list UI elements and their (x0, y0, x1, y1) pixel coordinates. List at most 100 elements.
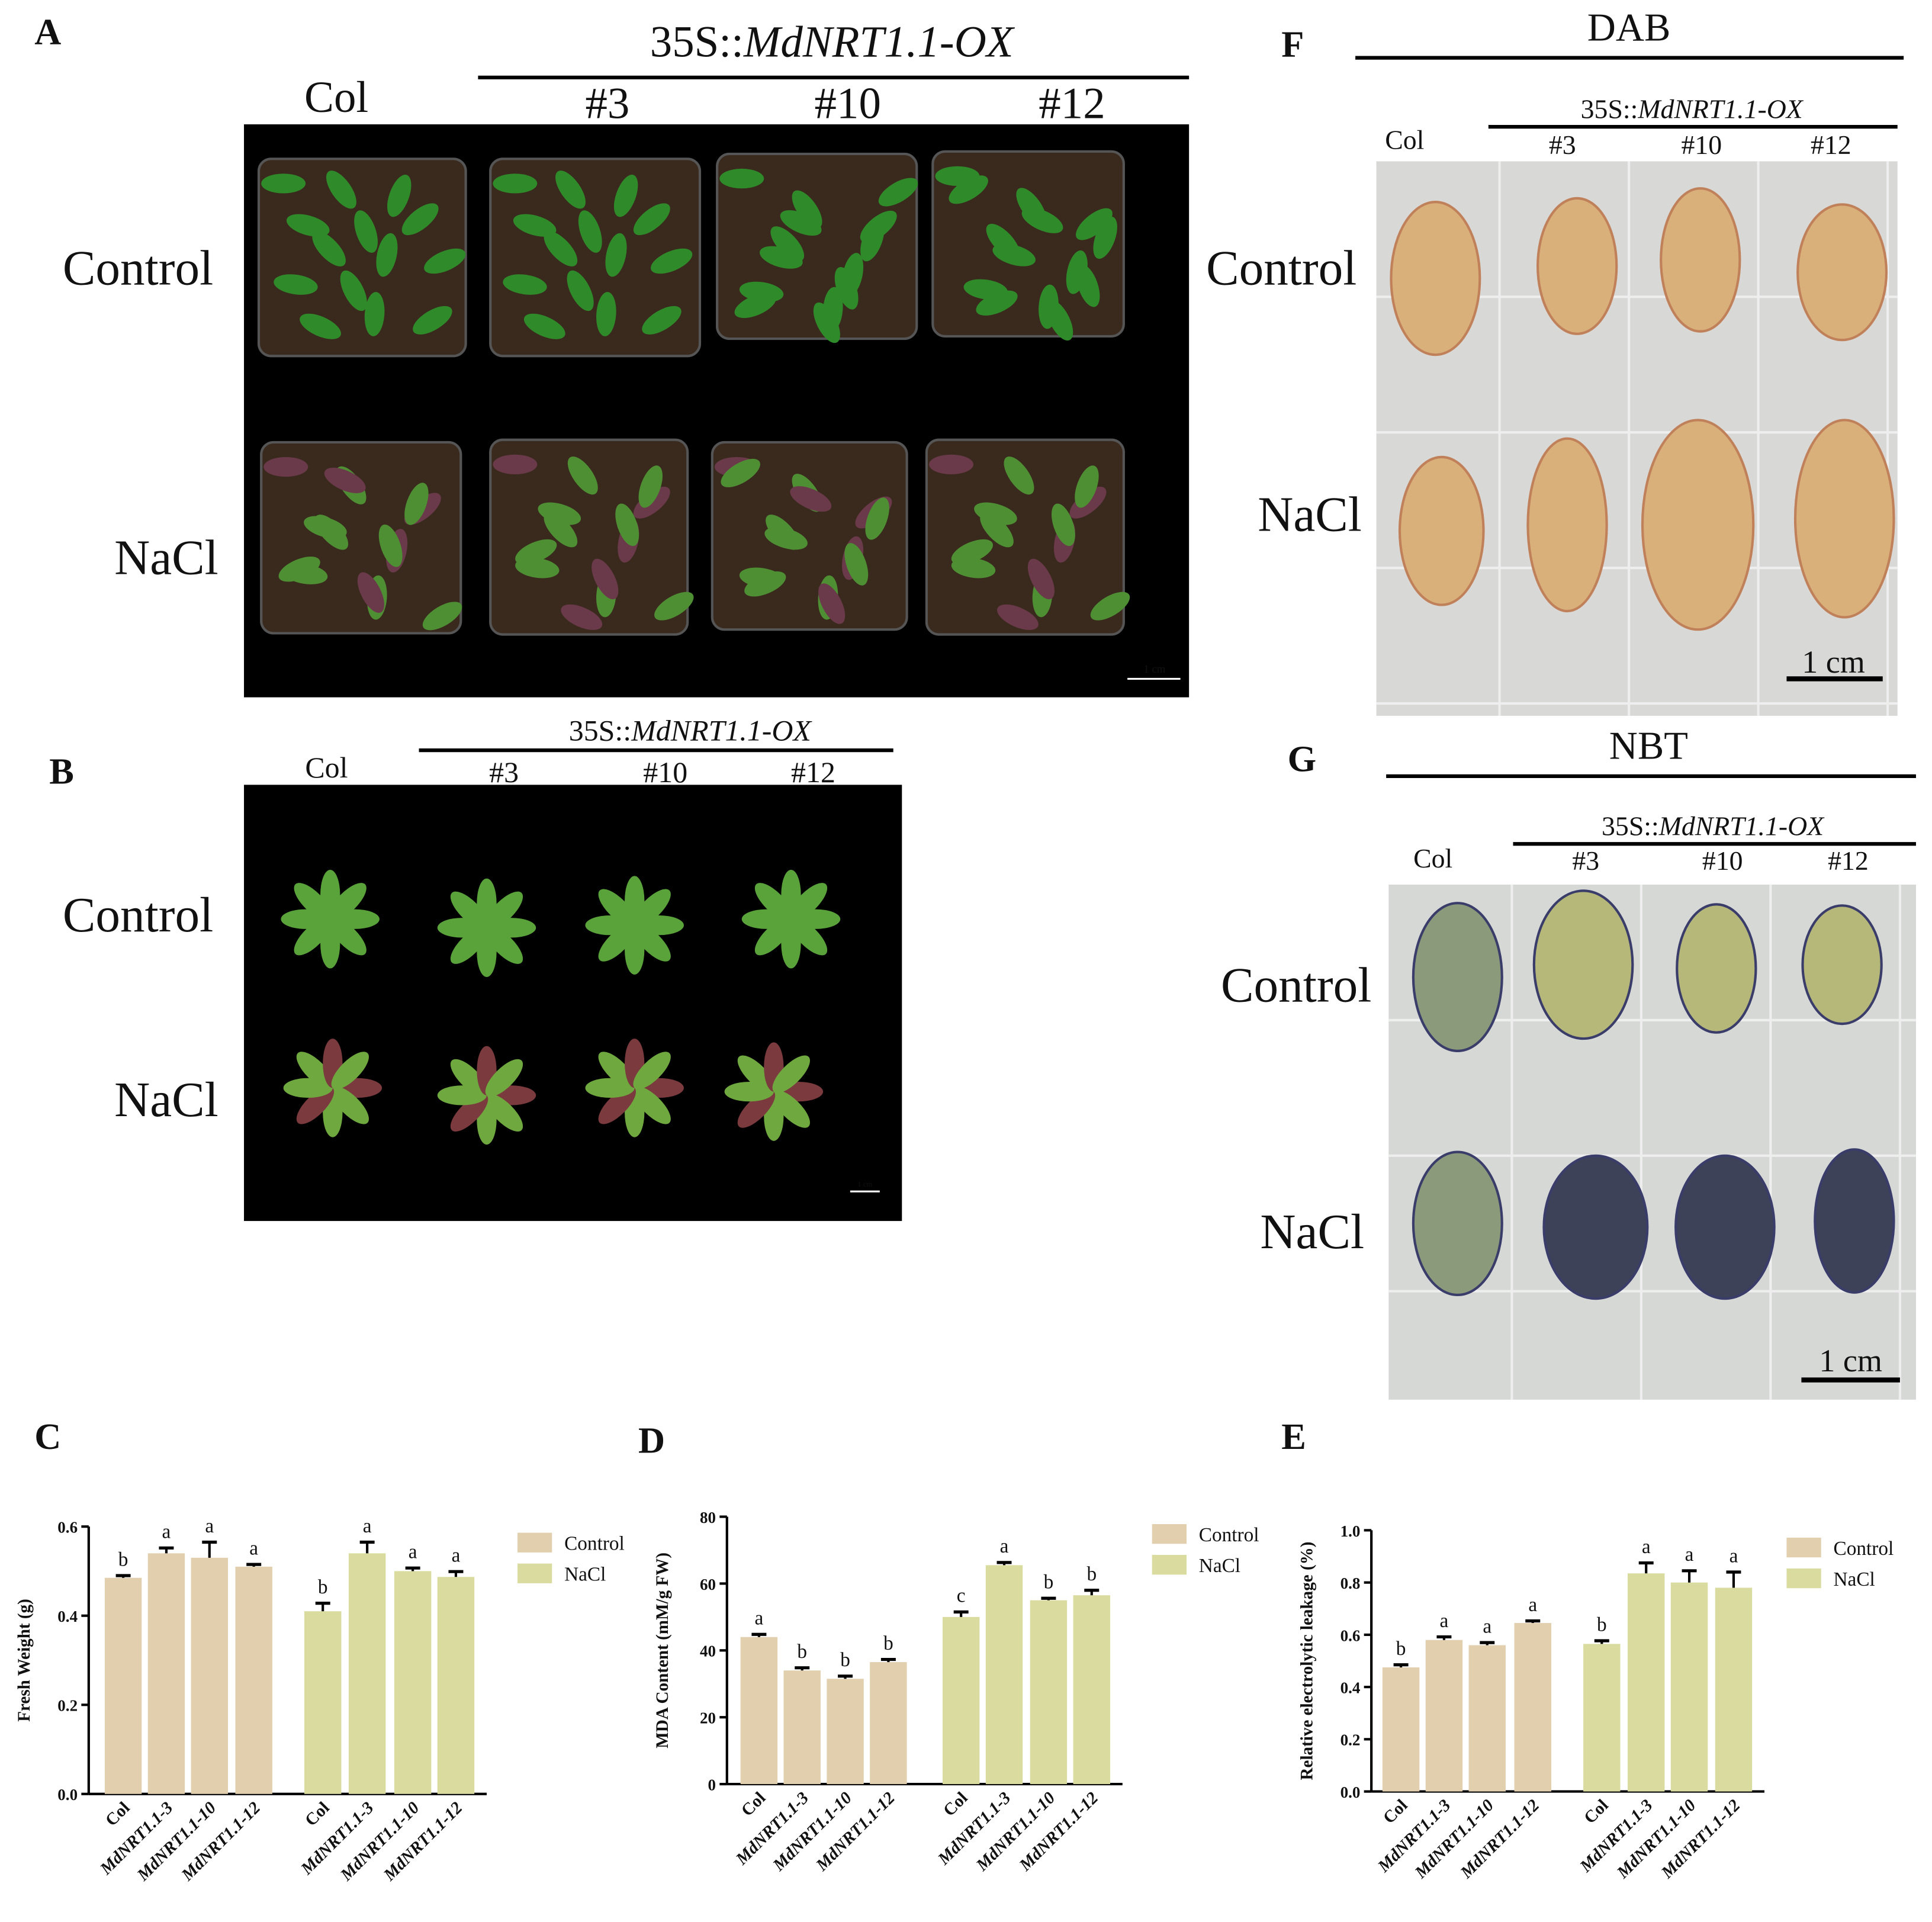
header-italic: MdNRT1.1-OX (1658, 811, 1825, 841)
pot (257, 158, 467, 358)
bar (870, 1662, 907, 1785)
bar (1382, 1667, 1420, 1792)
column-label: #10 (643, 756, 687, 789)
leaf (818, 583, 846, 624)
column-label: #10 (1682, 130, 1722, 160)
significance-letter: a (755, 1608, 764, 1629)
header-italic: MdNRT1.1-OX (631, 714, 812, 747)
y-tick-label: 20 (700, 1709, 716, 1727)
legend-label: Control (1834, 1538, 1894, 1560)
leaf (633, 924, 671, 962)
header-prefix: 35S:: (1581, 94, 1638, 124)
row-label: NaCl (1260, 1205, 1364, 1259)
leaf (1796, 203, 1888, 342)
leaf (312, 231, 346, 266)
bar (1627, 1573, 1665, 1792)
significance-letter: b (883, 1632, 893, 1654)
leaf (387, 175, 412, 217)
row-label: NaCl (114, 1073, 218, 1127)
legend-swatch (1786, 1537, 1821, 1558)
stain-title: DAB (1587, 6, 1671, 49)
y-axis-label: Fresh Weight (g) (15, 1599, 34, 1722)
leaf (997, 604, 1039, 630)
scale-label: 1 cm (1819, 1343, 1882, 1378)
leaf (764, 527, 808, 550)
y-tick-label: 0.8 (1340, 1574, 1361, 1592)
leaf (450, 891, 488, 930)
scale-label: 1 cm (1802, 644, 1865, 680)
leaf (1075, 465, 1099, 508)
panel-header: 35S::MdNRT1.1-OX (1581, 94, 1804, 124)
x-tick-label: Col (940, 1788, 972, 1820)
significance-letter: a (205, 1515, 214, 1537)
column-label: #10 (815, 79, 881, 128)
legend-swatch (517, 1532, 552, 1553)
panel-header: 35S::MdNRT1.1-OX (650, 18, 1015, 67)
bar (1425, 1640, 1463, 1792)
significance-letter: a (452, 1545, 461, 1567)
bar (1030, 1600, 1068, 1785)
panel-label: A (34, 11, 61, 53)
leaf (1004, 456, 1034, 495)
significance-letter: a (162, 1521, 171, 1543)
column-label: #3 (585, 79, 629, 128)
column-label: #3 (489, 756, 519, 789)
pot (925, 438, 1125, 636)
x-tick-label: Col (1580, 1796, 1612, 1828)
y-tick-label: 0.6 (57, 1519, 78, 1537)
significance-letter: a (1483, 1615, 1491, 1637)
leaf (1801, 904, 1883, 1026)
bar (437, 1577, 475, 1794)
leaf (654, 592, 694, 621)
significance-letter: a (1440, 1610, 1449, 1632)
bar (104, 1577, 142, 1794)
leaf (844, 543, 869, 586)
column-label: Col (1413, 843, 1452, 873)
leaf (651, 248, 693, 274)
legend-swatch (1152, 1555, 1187, 1575)
leaf (789, 883, 828, 921)
photo-b (244, 785, 902, 1222)
panel-label: E (1281, 1416, 1306, 1457)
leaf (754, 883, 793, 921)
leaf (1090, 592, 1130, 621)
leaf (493, 454, 538, 475)
column-label: #12 (1039, 79, 1105, 128)
leaf (598, 1052, 636, 1089)
legend-swatch (1786, 1568, 1821, 1589)
leaf (515, 539, 557, 565)
leaf (401, 203, 439, 236)
leaf (304, 516, 347, 539)
leaf (734, 293, 776, 319)
leaf (1526, 437, 1608, 613)
leaf (1093, 216, 1117, 259)
leaf (523, 313, 565, 339)
panel-label: F (1281, 24, 1304, 65)
leaf (404, 483, 429, 525)
y-axis-label: MDA Content (mM/g FW) (653, 1553, 672, 1749)
y-tick-label: 0.0 (57, 1786, 78, 1804)
bar (147, 1553, 185, 1794)
leaf (754, 917, 793, 956)
significance-letter: a (1528, 1594, 1537, 1616)
y-tick-label: 0.2 (57, 1697, 78, 1715)
leaf (1660, 187, 1741, 333)
leaf (326, 171, 356, 209)
leaf (633, 889, 671, 927)
y-tick-label: 0.2 (1340, 1731, 1361, 1749)
leaf (638, 465, 663, 508)
leaf (744, 571, 786, 597)
leaf (1398, 455, 1485, 606)
leaf (1674, 1154, 1776, 1300)
bar (304, 1611, 342, 1794)
leaf (567, 270, 594, 311)
row-label: Control (1221, 959, 1371, 1013)
leaf (721, 458, 760, 487)
leaf (605, 233, 627, 277)
leaf (296, 1087, 335, 1124)
leaf (592, 558, 619, 600)
leaf (1412, 902, 1503, 1052)
leaf (503, 274, 547, 295)
leaf (485, 926, 523, 964)
bar (740, 1637, 778, 1785)
